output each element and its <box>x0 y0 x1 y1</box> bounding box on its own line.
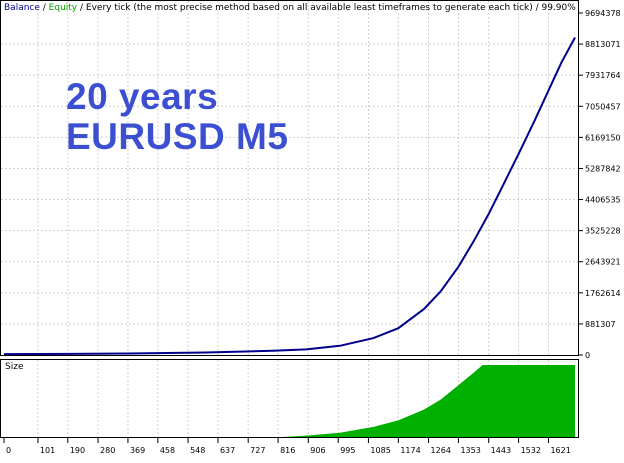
main-plot-area <box>0 0 579 356</box>
x-tick-label: 280 <box>100 446 115 455</box>
x-tick-label: 1443 <box>491 446 511 455</box>
y-tick-label: 6169150 <box>585 133 621 142</box>
balance-line-series <box>3 37 576 356</box>
x-tick-label: 458 <box>160 446 175 455</box>
legend-balance: Balance <box>4 3 40 13</box>
y-tick-label: 8813071 <box>585 40 621 49</box>
x-tick-label: 1264 <box>431 446 451 455</box>
chart-header: Balance / Equity / Every tick (the most … <box>4 3 576 13</box>
y-tick-label: 7050457 <box>585 102 621 111</box>
header-description: / Every tick (the most precise method ba… <box>77 3 576 13</box>
y-tick-label: 5287842 <box>585 164 621 173</box>
x-tick-label: 101 <box>40 446 55 455</box>
y-tick-label: 0 <box>585 351 590 360</box>
y-tick-label: 881307 <box>585 320 616 329</box>
x-tick-label: 1174 <box>400 446 420 455</box>
x-tick-label: 1085 <box>370 446 390 455</box>
y-tick-label: 4406535 <box>585 196 621 205</box>
overlay-line-1: 20 years <box>66 76 219 117</box>
x-tick-label: 727 <box>250 446 265 455</box>
y-tick-label: 1762614 <box>585 289 621 298</box>
x-tick-label: 369 <box>130 446 145 455</box>
x-axis-tick-labels: 0 101 190 280 369 458 548 637 727 816 906 995 1085 11… <box>3 438 571 455</box>
x-tick-label: 995 <box>340 446 355 455</box>
y-tick-label: 7931764 <box>585 71 621 80</box>
main-gridlines <box>1 1 578 355</box>
overlay-line-2: EURUSD M5 <box>66 116 289 157</box>
y-tick-label: 9694378 <box>585 9 621 18</box>
x-tick-label: 1621 <box>550 446 570 455</box>
x-tick-label: 816 <box>280 446 295 455</box>
x-tick-label: 906 <box>310 446 325 455</box>
y-tick-label: 3525228 <box>585 227 621 236</box>
x-tick-label: 1532 <box>521 446 541 455</box>
x-tick-label: 0 <box>6 446 11 455</box>
size-area-series <box>282 365 575 437</box>
y-axis-tick-labels: 9694378 8813071 7931764 7050457 6169150 52878… <box>578 9 621 360</box>
x-tick-label: 637 <box>220 446 235 455</box>
legend-equity: Equity <box>49 3 78 13</box>
x-tick-label: 1353 <box>460 446 480 455</box>
size-panel-title: Size <box>5 362 24 372</box>
x-tick-label: 190 <box>70 446 85 455</box>
y-tick-label: 2643921 <box>585 258 621 267</box>
x-tick-label: 548 <box>190 446 205 455</box>
